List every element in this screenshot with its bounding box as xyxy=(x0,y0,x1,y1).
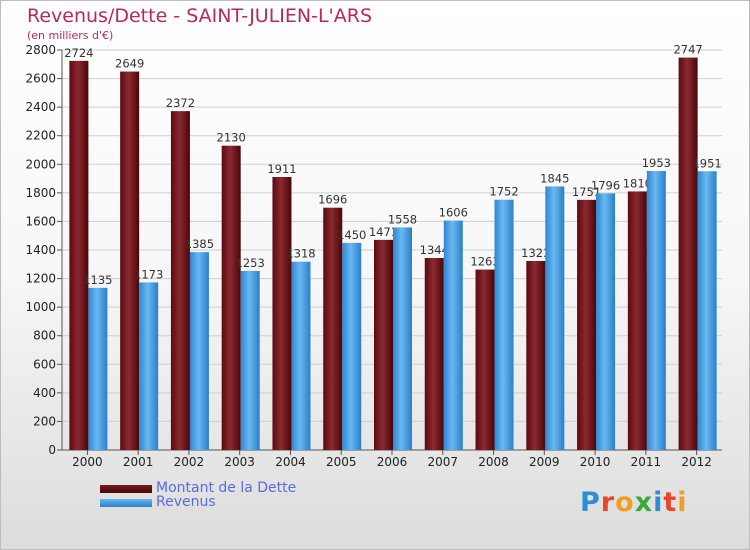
proxiti-logo: Proxiti xyxy=(580,487,688,518)
revenue-value-label: 1318 xyxy=(286,247,315,261)
revenue-bar xyxy=(393,227,412,450)
y-tick-label: 1000 xyxy=(25,300,56,314)
logo-letter: i xyxy=(677,487,688,518)
debt-bar xyxy=(120,71,140,451)
y-tick-label: 1200 xyxy=(25,272,56,286)
debt-value-label: 1471 xyxy=(369,225,398,239)
debt-value-label: 1263 xyxy=(470,255,499,269)
y-tick-label: 1600 xyxy=(25,214,56,228)
y-tick-label: 1800 xyxy=(25,186,56,200)
revenue-value-label: 1135 xyxy=(83,273,112,287)
logo-letter: t xyxy=(663,487,678,518)
x-tick-label: 2004 xyxy=(275,455,306,469)
debt-bar xyxy=(424,258,444,450)
debt-value-label: 2724 xyxy=(64,46,93,60)
revenue-value-label: 1173 xyxy=(134,267,163,281)
chart-title: Revenus/Dette - SAINT-JULIEN-L'ARS xyxy=(27,5,373,27)
revenue-value-label: 1253 xyxy=(236,256,265,270)
debt-value-label: 2372 xyxy=(166,96,195,110)
y-tick-label: 0 xyxy=(48,443,56,457)
logo-letter: r xyxy=(600,487,616,518)
x-tick-label: 2003 xyxy=(224,455,255,469)
debt-value-label: 1696 xyxy=(318,193,347,207)
revenue-bar xyxy=(545,186,565,450)
debt-value-label: 1751 xyxy=(572,185,601,199)
revenue-value-label: 1752 xyxy=(489,185,518,199)
revenue-value-label: 1606 xyxy=(439,206,468,220)
debt-value-label: 1344 xyxy=(420,243,449,257)
revenue-bar xyxy=(494,199,514,450)
y-tick-label: 600 xyxy=(33,357,56,371)
legend-label: Revenus xyxy=(156,494,216,510)
revenue-bar xyxy=(342,242,362,450)
revenue-bar xyxy=(88,287,108,450)
debt-bar xyxy=(475,269,495,450)
debt-value-label: 1911 xyxy=(267,162,296,176)
debt-bar xyxy=(323,207,343,450)
revenue-value-label: 1385 xyxy=(185,237,214,251)
revenue-bar xyxy=(697,171,717,451)
x-tick-label: 2002 xyxy=(174,455,205,469)
x-tick-label: 2012 xyxy=(681,455,712,469)
revenue-value-label: 1951 xyxy=(692,156,721,170)
debt-value-label: 1323 xyxy=(521,246,550,260)
debt-bar xyxy=(272,177,292,450)
x-tick-label: 2011 xyxy=(631,455,662,469)
revenue-value-label: 1558 xyxy=(388,212,417,226)
y-tick-label: 200 xyxy=(33,414,56,428)
revenue-bar xyxy=(596,193,616,450)
debt-bar xyxy=(221,145,241,450)
debt-value-label: 2130 xyxy=(217,131,246,145)
y-tick-label: 2800 xyxy=(25,43,56,57)
debt-value-label: 2649 xyxy=(115,57,144,71)
revenue-bar xyxy=(291,261,311,450)
debt-value-label: 1810 xyxy=(623,176,652,190)
y-tick-label: 2200 xyxy=(25,129,56,143)
chart-subtitle: (en milliers d'€) xyxy=(27,29,114,42)
x-tick-label: 2007 xyxy=(427,455,458,469)
logo-letter: o xyxy=(615,487,635,518)
y-tick-label: 2600 xyxy=(25,72,56,86)
x-tick-label: 2006 xyxy=(377,455,408,469)
y-tick-label: 1400 xyxy=(25,243,56,257)
x-tick-label: 2001 xyxy=(123,455,154,469)
x-tick-label: 2005 xyxy=(326,455,357,469)
revenue-value-label: 1953 xyxy=(642,156,671,170)
revenue-value-label: 1845 xyxy=(540,171,569,185)
logo-letter: x xyxy=(634,487,654,518)
legend-label: Montant de la Dette xyxy=(156,480,297,496)
logo-letter: i xyxy=(653,487,664,518)
debt-bar xyxy=(678,57,698,450)
debt-bar xyxy=(577,199,597,450)
revenue-bar xyxy=(646,171,666,450)
legend-swatch xyxy=(100,485,152,493)
debt-bar xyxy=(170,111,190,451)
y-tick-label: 2400 xyxy=(25,100,56,114)
x-tick-label: 2000 xyxy=(72,455,103,469)
y-tick-label: 400 xyxy=(33,386,56,400)
revenue-bar xyxy=(189,252,209,450)
debt-bar xyxy=(526,261,546,450)
y-tick-label: 800 xyxy=(33,329,56,343)
debt-value-label: 2747 xyxy=(673,43,702,57)
revenue-value-label: 1450 xyxy=(337,228,366,242)
x-tick-label: 2009 xyxy=(529,455,560,469)
revenue-bar xyxy=(443,220,463,450)
x-tick-label: 2010 xyxy=(580,455,611,469)
debt-bar xyxy=(69,60,89,450)
logo-letter: P xyxy=(580,487,601,518)
debt-bar xyxy=(627,191,647,450)
revenue-bar xyxy=(139,282,159,450)
x-tick-label: 2008 xyxy=(478,455,509,469)
debt-bar xyxy=(374,239,393,450)
revenue-bar xyxy=(240,271,260,450)
revenue-value-label: 1796 xyxy=(591,178,620,192)
y-tick-label: 2000 xyxy=(25,157,56,171)
legend-swatch xyxy=(100,499,152,507)
